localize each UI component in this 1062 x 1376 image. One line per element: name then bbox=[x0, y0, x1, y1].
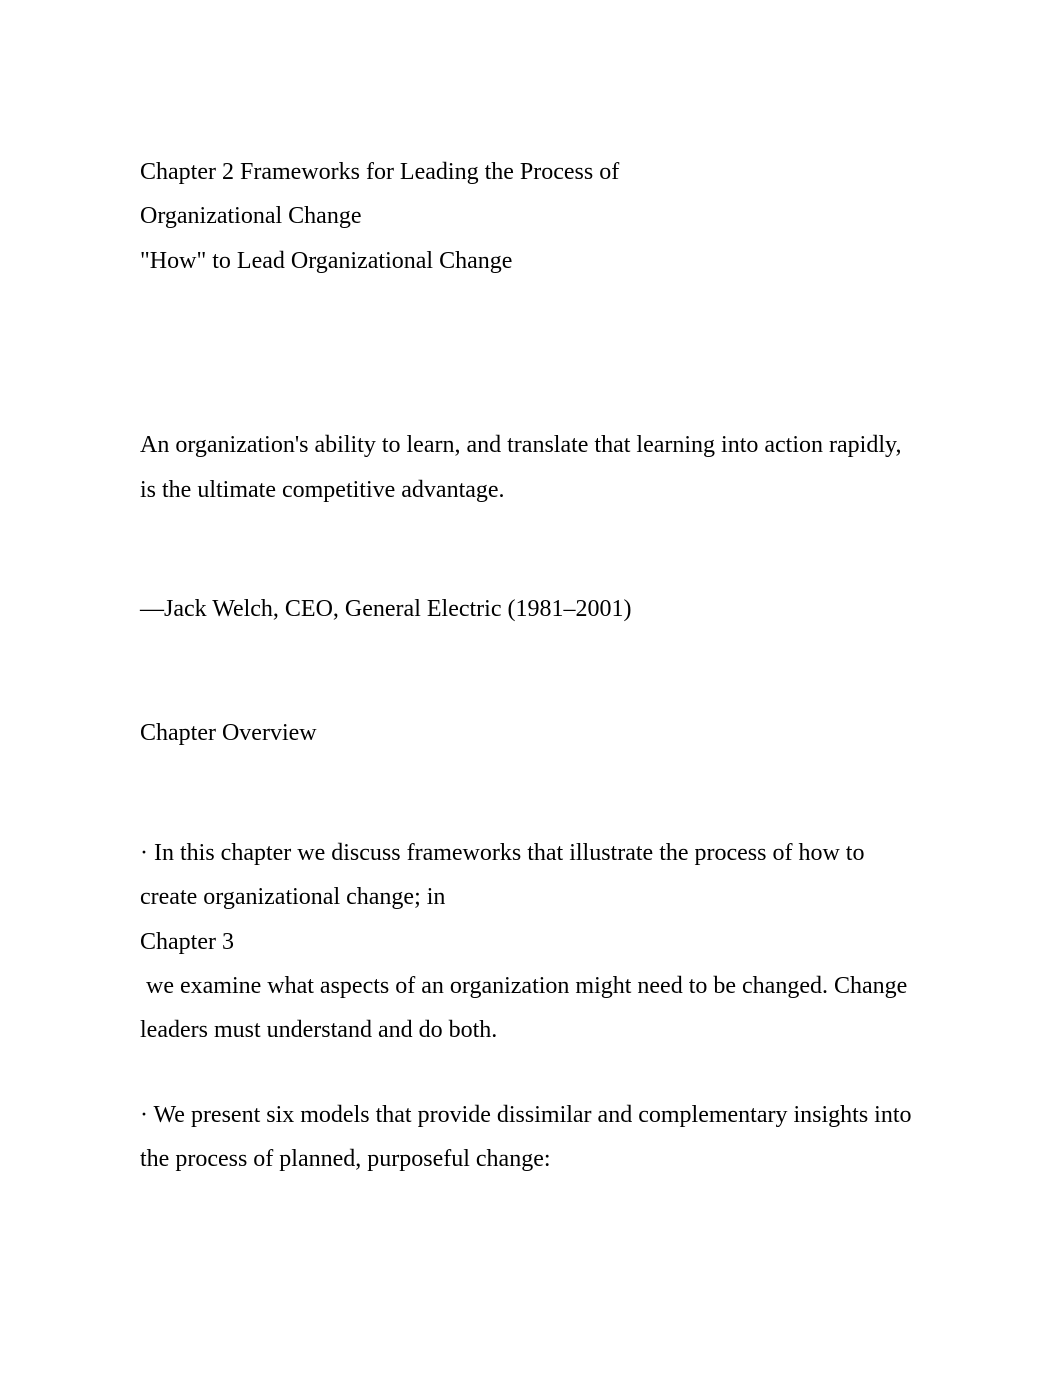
heading-line-3: "How" to Lead Organizational Change bbox=[140, 239, 922, 283]
epigraph-quote: An organization's ability to learn, and … bbox=[140, 423, 922, 512]
section-header: Chapter Overview bbox=[140, 711, 922, 755]
bullet1-line2: Chapter 3 bbox=[140, 920, 922, 964]
bullet-item-1: · In this chapter we discuss frameworks … bbox=[140, 831, 922, 1053]
bullet-item-2: · We present six models that provide dis… bbox=[140, 1093, 922, 1182]
bullet1-line1: · In this chapter we discuss frameworks … bbox=[140, 831, 922, 920]
bullet2-text: · We present six models that provide dis… bbox=[140, 1102, 912, 1172]
heading-line-2: Organizational Change bbox=[140, 194, 922, 238]
bullet1-line3: we examine what aspects of an organizati… bbox=[140, 964, 922, 1053]
document-body: Chapter 2 Frameworks for Leading the Pro… bbox=[140, 150, 922, 1181]
epigraph-attribution: —Jack Welch, CEO, General Electric (1981… bbox=[140, 587, 922, 631]
attribution-text: —Jack Welch, CEO, General Electric (1981… bbox=[140, 596, 631, 622]
section-header-text: Chapter Overview bbox=[140, 720, 317, 746]
quote-text: An organization's ability to learn, and … bbox=[140, 432, 901, 502]
chapter-heading: Chapter 2 Frameworks for Leading the Pro… bbox=[140, 150, 922, 283]
heading-line-1: Chapter 2 Frameworks for Leading the Pro… bbox=[140, 150, 922, 194]
